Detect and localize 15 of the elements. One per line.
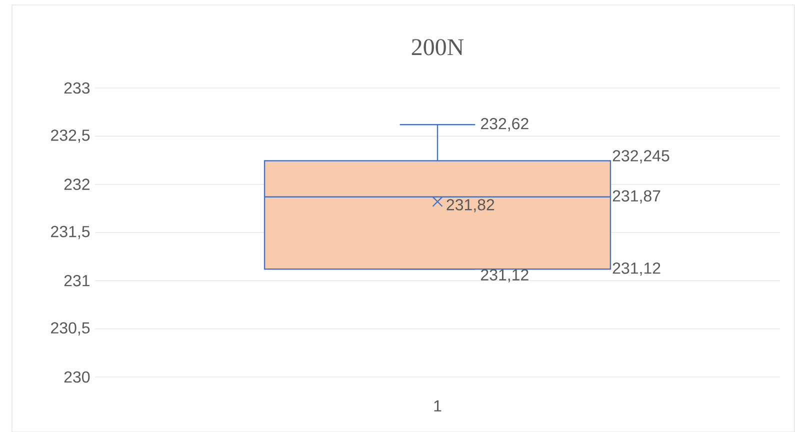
y-tick-label: 230 — [64, 371, 90, 383]
annotation: 231,82 — [446, 199, 494, 212]
annotation: 232,62 — [481, 118, 528, 132]
chart-title: 200N — [412, 39, 464, 56]
annotation: 231,12 — [481, 269, 528, 282]
y-tick-label: 232 — [64, 178, 90, 190]
annotation: 231,87 — [612, 190, 660, 204]
y-tick-label: 232,5 — [51, 130, 90, 143]
x-tick-label: 1 — [434, 400, 442, 412]
y-tick-label: 233 — [64, 82, 90, 94]
y-tick-label: 230,5 — [51, 322, 90, 336]
y-tick-label: 231 — [64, 275, 90, 286]
annotation: 231,12 — [612, 262, 660, 276]
y-tick-label: 231,5 — [51, 226, 90, 240]
annotation: 232,245 — [612, 150, 670, 164]
